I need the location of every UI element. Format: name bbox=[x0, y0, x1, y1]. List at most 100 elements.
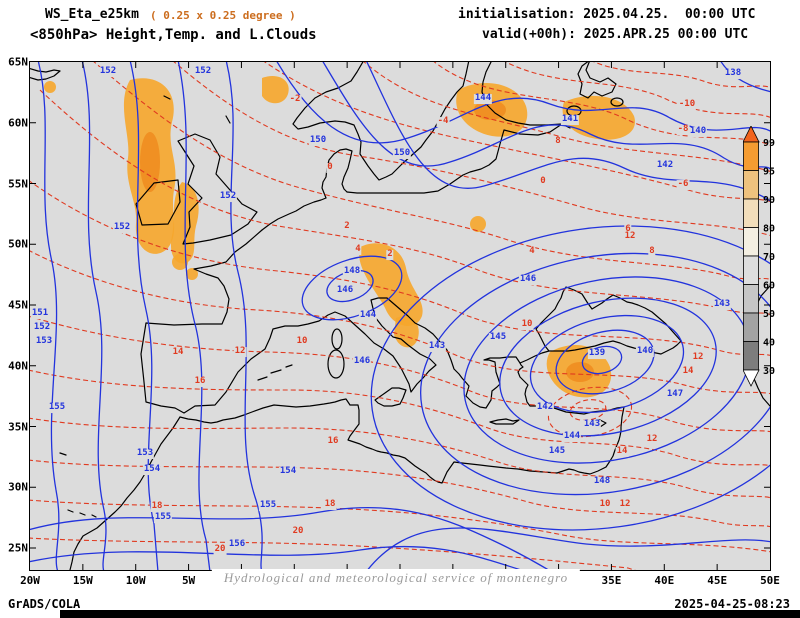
height-contour-label: 155 bbox=[258, 500, 278, 511]
colorbar-arrow-up bbox=[742, 125, 760, 143]
height-contour-label: 144 bbox=[562, 431, 582, 442]
coastlines bbox=[30, 62, 770, 570]
watermark: Hydrological and meteorological service … bbox=[211, 569, 581, 587]
temp-contour-label: -4 bbox=[436, 116, 450, 127]
height-contour-label: 154 bbox=[142, 464, 162, 475]
height-contour-label: 140 bbox=[688, 126, 708, 137]
temp-contour-label: 12 bbox=[623, 231, 637, 242]
height-contour-label: 138 bbox=[723, 68, 743, 79]
height-contour-label: 154 bbox=[278, 466, 298, 477]
colorbar-segment bbox=[743, 141, 759, 171]
height-contour-label: 144 bbox=[358, 310, 378, 321]
valid-time: valid(+00h): 2025.APR.25 00:00 UTC bbox=[482, 27, 749, 42]
map-area: 152 152 150 150 144 141 142 138 140 152 152 151 152 1… bbox=[29, 61, 771, 571]
lat-label-45N: 45N bbox=[8, 298, 28, 312]
temp-contour-label: 18 bbox=[323, 499, 337, 510]
colorbar-label: 60 bbox=[763, 281, 775, 292]
colorbar-label: 40 bbox=[763, 338, 775, 349]
lat-label-25N: 25N bbox=[8, 541, 28, 555]
lat-label-40N: 40N bbox=[8, 359, 28, 373]
height-contour-label: 152 bbox=[193, 66, 213, 77]
height-contour-label: 146 bbox=[335, 285, 355, 296]
temp-contour-label: 4 bbox=[528, 246, 536, 257]
height-contour-label: 151 bbox=[30, 308, 50, 319]
height-contour-label: 150 bbox=[308, 135, 328, 146]
height-contour-label: 141 bbox=[560, 114, 580, 125]
height-contour-label: 152 bbox=[32, 322, 52, 333]
grid-resolution-note: ( 0.25 x 0.25 degree ) bbox=[150, 9, 296, 22]
temp-contour-label: 12 bbox=[691, 352, 705, 363]
lat-label-65N: 65N bbox=[8, 55, 28, 69]
temp-contour-label: 12 bbox=[233, 346, 247, 357]
colorbar-label: 80 bbox=[763, 224, 775, 235]
height-contour-label: 143 bbox=[582, 419, 602, 430]
lat-label-55N: 55N bbox=[8, 177, 28, 190]
colorbar-svg: 99 95 90 80 70 60 50 40 30 bbox=[742, 125, 775, 387]
height-contour-label: 140 bbox=[635, 346, 655, 357]
height-contour-label: 152 bbox=[112, 222, 132, 233]
lon-label-20W: 20W bbox=[20, 574, 40, 587]
height-contour-label: 146 bbox=[352, 356, 372, 367]
colorbar-label: 90 bbox=[763, 195, 775, 206]
temp-contour-label: -10 bbox=[677, 99, 697, 110]
height-contour-label: 145 bbox=[488, 332, 508, 343]
height-contour-label: 142 bbox=[655, 160, 675, 171]
height-contour-label: 143 bbox=[712, 299, 732, 310]
temp-contour-label: 4 bbox=[354, 244, 362, 255]
lat-label-50N: 50N bbox=[8, 237, 28, 251]
cloud-cover-colorbar: 99 95 90 80 70 60 50 40 30 bbox=[742, 125, 783, 392]
initialisation-time: initialisation: 2025.04.25. 00:00 UTC bbox=[458, 7, 756, 22]
height-contour-label: 147 bbox=[665, 389, 685, 400]
temp-contour-label: -2 bbox=[288, 94, 302, 105]
contour-label-layer: 152 152 150 150 144 141 142 138 140 152 152 151 152 1… bbox=[30, 62, 770, 570]
creation-timestamp: 2025-04-25-08:23 bbox=[674, 597, 790, 611]
colorbar-label: 99 bbox=[763, 138, 775, 149]
temp-contour-label: 8 bbox=[648, 246, 656, 257]
temp-contour-label: 18 bbox=[150, 501, 164, 512]
temp-contour-label: 0 bbox=[326, 162, 334, 173]
height-contour-label: 155 bbox=[153, 512, 173, 523]
temp-contour-label: 14 bbox=[681, 366, 695, 377]
lon-label-50E: 50E bbox=[760, 574, 780, 587]
grads-credit: GrADS/COLA bbox=[8, 597, 81, 611]
temp-contour-label: 10 bbox=[520, 319, 534, 330]
height-contour-label: 148 bbox=[342, 266, 362, 277]
colorbar-label: 95 bbox=[763, 167, 775, 178]
colorbar-segment bbox=[743, 227, 759, 257]
height-contour-label: 142 bbox=[535, 402, 555, 413]
temp-contour-label: -8 bbox=[676, 124, 690, 135]
temp-contour-label: 16 bbox=[326, 436, 340, 447]
map-canvas bbox=[30, 62, 770, 570]
height-contour-label: 150 bbox=[392, 148, 412, 159]
height-contour-label: 145 bbox=[547, 446, 567, 457]
temp-contour-label: 20 bbox=[291, 526, 305, 537]
height-contour-label: 148 bbox=[592, 476, 612, 487]
lon-label-10W: 10W bbox=[125, 574, 146, 587]
temp-contour-label: 20 bbox=[213, 544, 227, 555]
height-contour-label: 146 bbox=[518, 274, 538, 285]
temp-contour-label: 10 bbox=[295, 336, 309, 347]
lat-label-60N: 60N bbox=[8, 116, 28, 130]
colorbar-segment bbox=[743, 284, 759, 314]
temp-contour-label: 16 bbox=[193, 376, 207, 387]
temp-contour-label: 12 bbox=[645, 434, 659, 445]
temp-contour-label: 2 bbox=[386, 249, 394, 260]
height-contour-label: 152 bbox=[98, 66, 118, 77]
bottom-black-bar bbox=[60, 610, 800, 618]
colorbar-segment bbox=[743, 312, 759, 342]
temp-contour-label: 6 bbox=[624, 224, 632, 235]
lon-label-45E: 45E bbox=[707, 574, 728, 587]
colorbar-segment bbox=[743, 255, 759, 285]
height-contour-label: 144 bbox=[473, 93, 493, 104]
temp-contour-label: -6 bbox=[676, 179, 690, 190]
colorbar-label: 50 bbox=[763, 309, 775, 320]
colorbar-segment bbox=[743, 341, 759, 371]
temp-contour-label: 12 bbox=[618, 499, 632, 510]
height-contour-label: 153 bbox=[135, 448, 155, 459]
colorbar-label: 30 bbox=[763, 366, 775, 377]
lat-label-35N: 35N bbox=[8, 420, 28, 433]
colorbar-segment bbox=[743, 170, 759, 200]
temp-contour-label: 10 bbox=[598, 499, 612, 510]
height-contour-label: 155 bbox=[47, 402, 67, 413]
height-contour-label: 153 bbox=[34, 336, 54, 347]
